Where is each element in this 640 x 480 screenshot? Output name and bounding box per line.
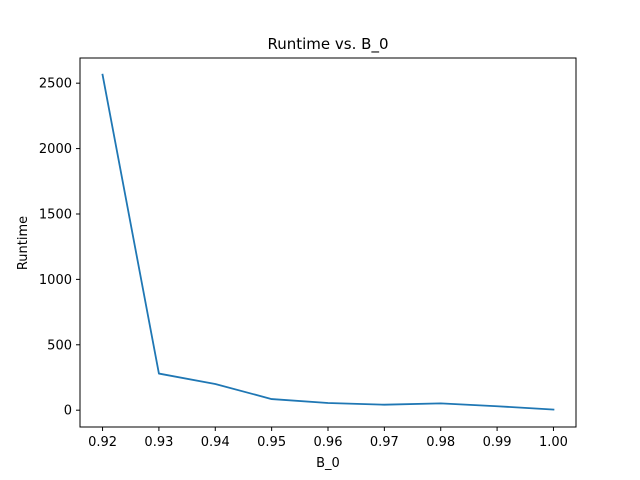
x-axis-label: B_0 bbox=[316, 456, 340, 471]
y-tick-label: 1500 bbox=[39, 207, 72, 222]
axes-frame bbox=[79, 57, 577, 428]
x-tick-label: 0.99 bbox=[483, 435, 512, 450]
x-tick-label: 0.93 bbox=[144, 435, 173, 450]
x-tick-label: 0.98 bbox=[426, 435, 455, 450]
chart-title: Runtime vs. B_0 bbox=[268, 35, 389, 54]
y-tick-label: 2500 bbox=[39, 77, 72, 92]
x-tick-label: 0.97 bbox=[370, 435, 399, 450]
x-tick-label: 0.95 bbox=[257, 435, 286, 450]
series-line bbox=[101, 73, 555, 411]
y-tick-label: 1000 bbox=[39, 273, 72, 288]
x-tick-label: 0.96 bbox=[314, 435, 343, 450]
y-axis-label: Runtime bbox=[16, 216, 31, 270]
x-axis-ticks: 0.92 0.93 0.94 0.95 0.96 0.97 0.98 0.99 1.00 bbox=[88, 427, 568, 450]
x-tick-label: 0.92 bbox=[88, 435, 117, 450]
y-tick-label: 2000 bbox=[39, 142, 72, 157]
x-tick-label: 0.94 bbox=[201, 435, 230, 450]
y-tick-label: 500 bbox=[47, 338, 72, 353]
x-tick-label: 1.00 bbox=[539, 435, 568, 450]
y-tick-label: 0 bbox=[64, 404, 72, 419]
y-axis-ticks: 0 500 1000 1500 2000 2500 bbox=[39, 77, 80, 419]
plot-area bbox=[101, 73, 555, 411]
